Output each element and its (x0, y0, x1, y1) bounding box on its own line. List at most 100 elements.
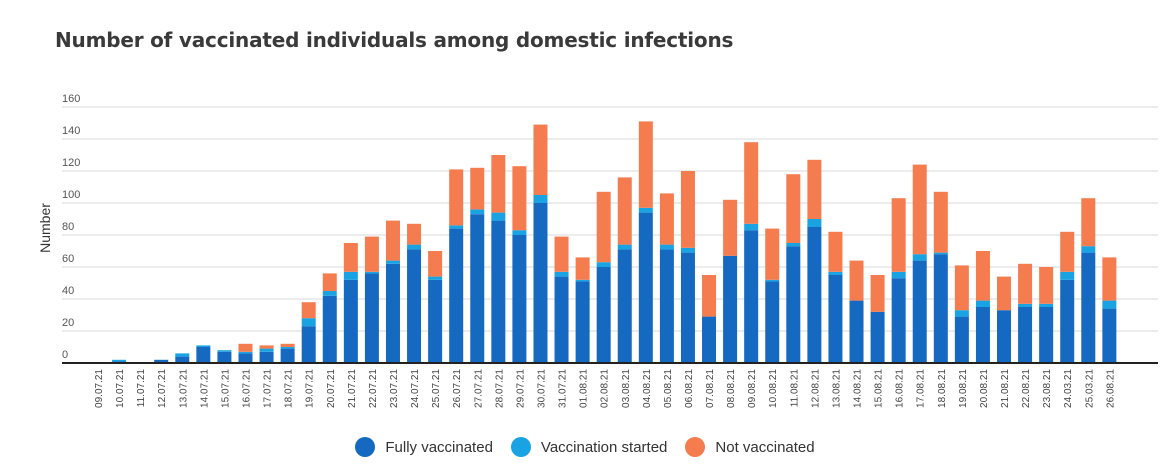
legend: Fully vaccinated Vaccination started Not v… (0, 437, 1170, 461)
x-tick-label: 22.07.21 (368, 369, 379, 408)
bar-segment (870, 275, 885, 312)
bar-segment (301, 302, 316, 319)
bar-stack (512, 166, 527, 363)
bar-segment (849, 260, 864, 301)
bar-segment (575, 257, 590, 280)
bar-segment (512, 166, 527, 231)
bar-segment (702, 316, 717, 363)
x-tick-label: 15.07.21 (220, 369, 231, 408)
bar-segment (449, 169, 464, 226)
x-tick-label: 17.08.21 (916, 369, 927, 408)
bar-segment (1060, 231, 1075, 272)
bar-segment (343, 279, 358, 363)
bar-segment (364, 273, 379, 363)
x-tick-label: 02.08.21 (600, 369, 611, 408)
bar-stack (1102, 257, 1117, 363)
bar-segment (322, 291, 337, 296)
x-tick-label: 16.07.21 (241, 369, 252, 408)
bar-stack (786, 174, 801, 363)
bar-segment (385, 220, 400, 261)
x-tick-label: 14.08.21 (853, 369, 864, 408)
bar-segment (217, 350, 232, 352)
bar-segment (470, 209, 485, 215)
bar-segment (891, 278, 906, 363)
bar-stack (428, 251, 443, 363)
bar-stack (933, 191, 948, 363)
bar-segment (554, 271, 569, 277)
bar-stack (617, 177, 632, 363)
x-tick-label: 09.07.21 (94, 369, 105, 408)
x-tick-label: 01.08.21 (579, 369, 590, 408)
x-tick-label: 10.07.21 (115, 369, 126, 408)
legend-label: Not vaccinated (715, 438, 815, 456)
bar-stack (807, 159, 822, 363)
bar-segment (1102, 257, 1117, 301)
legend-label: Vaccination started (540, 438, 668, 456)
bar-stack (870, 275, 885, 363)
bar-segment (933, 254, 948, 363)
bar-segment (659, 244, 674, 250)
bar-stacks (112, 121, 1117, 363)
bar-segment (343, 243, 358, 272)
bar-stack (280, 343, 295, 363)
bar-segment (385, 260, 400, 264)
bar-segment (407, 223, 422, 245)
bar-segment (828, 275, 843, 363)
bar-segment (1060, 271, 1075, 280)
x-tick-label: 14.07.21 (199, 369, 210, 408)
x-tick-label: 20.08.21 (979, 369, 990, 408)
bar-segment (680, 247, 695, 253)
x-tick-label: 22.08.21 (1021, 369, 1032, 408)
x-tick-label: 08.08.21 (726, 369, 737, 408)
bar-segment (1018, 263, 1033, 304)
bar-segment (891, 271, 906, 279)
bar-segment (1039, 267, 1054, 304)
bar-segment (175, 356, 190, 363)
x-tick-label: 26.07.21 (452, 369, 463, 408)
x-tick-label: 04.08.21 (642, 369, 653, 408)
bar-segment (217, 351, 232, 363)
bar-segment (449, 228, 464, 363)
bar-segment (533, 203, 548, 363)
x-tick-label: 17.07.21 (263, 369, 274, 408)
bar-stack (828, 231, 843, 363)
bar-segment (238, 353, 253, 363)
legend-item: Vaccination started (510, 437, 668, 457)
y-tick-label: 60 (62, 253, 74, 265)
bar-segment (1018, 303, 1033, 307)
bar-segment (1102, 300, 1117, 309)
bar-stack (259, 345, 274, 363)
bar-segment (259, 348, 274, 352)
bar-segment (470, 167, 485, 210)
y-tick-label: 160 (62, 93, 80, 105)
x-tick-label: 13.07.21 (178, 369, 189, 408)
bar-stack (322, 273, 337, 363)
bar-segment (638, 121, 653, 208)
bar-segment (407, 249, 422, 363)
x-tick-label: 25.07.21 (431, 369, 442, 408)
x-tick-label: 09.08.21 (747, 369, 758, 408)
bar-segment (954, 316, 969, 363)
bar-segment (765, 228, 780, 280)
bar-segment (997, 276, 1012, 311)
bar-segment (512, 230, 527, 235)
bar-segment (912, 254, 927, 261)
x-tick-label: 18.07.21 (284, 369, 295, 408)
bar-segment (702, 275, 717, 317)
bar-segment (301, 318, 316, 327)
bar-segment (954, 265, 969, 311)
bar-stack (407, 223, 422, 363)
bar-segment (617, 244, 632, 250)
bar-stack (449, 169, 464, 363)
bar-segment (1039, 303, 1054, 307)
bar-segment (428, 279, 443, 363)
bar-segment (491, 212, 506, 221)
legend-swatch (510, 437, 531, 457)
bar-segment (807, 219, 822, 227)
bar-segment (954, 310, 969, 317)
bar-segment (765, 279, 780, 282)
x-tick-label: 13.08.21 (831, 369, 842, 408)
bar-stack (765, 228, 780, 363)
bar-stack (385, 220, 400, 363)
x-tick-label: 12.07.21 (157, 369, 168, 408)
